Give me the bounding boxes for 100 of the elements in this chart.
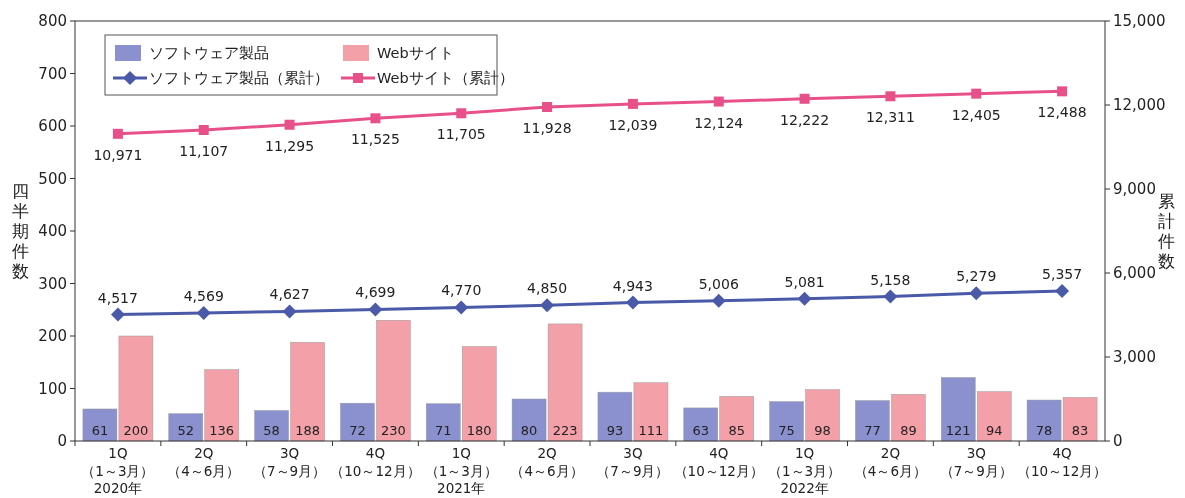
- point: [797, 291, 812, 306]
- data-label: 12,488: [1037, 104, 1087, 121]
- data-label: 52: [177, 423, 195, 438]
- legend-label: ソフトウェア製品: [149, 45, 269, 61]
- point: [627, 98, 638, 109]
- y-tick-label: 600: [38, 117, 67, 135]
- y-tick-label: 200: [38, 327, 67, 345]
- point: [885, 91, 896, 102]
- x-tick-label: 1Q （1～3月） 2022年: [767, 445, 842, 496]
- point: [625, 295, 640, 310]
- data-label: 11,705: [436, 126, 486, 143]
- x-tick-label: 4Q （10～12月）: [330, 445, 421, 479]
- data-label: 180: [466, 423, 492, 438]
- data-label: 111: [638, 423, 664, 438]
- legend-label: Webサイト: [377, 45, 454, 61]
- data-label: 98: [814, 423, 831, 438]
- data-label: 94: [985, 423, 1003, 438]
- data-label: 5,081: [784, 273, 825, 290]
- x-tick-label: 2Q （4～6月）: [853, 445, 928, 479]
- data-label: 83: [1071, 423, 1089, 438]
- x-tick-label: 3Q （7～9月）: [252, 445, 327, 479]
- data-label: 12,311: [865, 109, 915, 126]
- data-label: 63: [692, 423, 710, 438]
- point: [540, 298, 555, 313]
- data-label: 11,107: [179, 143, 229, 159]
- x-tick-label: 3Q （7～9月）: [596, 445, 670, 479]
- point: [969, 286, 984, 301]
- y-tick-label: 700: [38, 64, 67, 83]
- point: [368, 302, 383, 317]
- y2-tick-label: 0: [1113, 432, 1123, 450]
- data-label: 188: [295, 423, 320, 438]
- data-label: 4,850: [527, 280, 568, 297]
- y2-tick-label: 12,000: [1113, 96, 1166, 114]
- y2-tick-label: 6,000: [1113, 264, 1156, 282]
- data-label: 11,525: [350, 131, 400, 148]
- data-label: 5,279: [956, 268, 997, 285]
- legend-label: Webサイト（累計）: [377, 70, 514, 86]
- y-tick-label: 0: [57, 432, 67, 450]
- legend-label: ソフトウェア製品（累計）: [149, 70, 329, 86]
- y2-tick-label: 3,000: [1113, 348, 1156, 366]
- y-tick-label: 400: [38, 222, 67, 240]
- data-label: 93: [606, 423, 624, 438]
- point: [196, 306, 211, 321]
- data-label: 12,222: [780, 111, 830, 128]
- point: [284, 119, 295, 130]
- data-label: 71: [434, 423, 452, 438]
- y-tick-label: 100: [38, 379, 67, 398]
- x-tick-label: 2Q （4～6月）: [510, 445, 584, 479]
- data-label: 5,006: [698, 275, 739, 292]
- data-label: 58: [263, 423, 280, 438]
- data-label: 89: [900, 423, 917, 438]
- data-label: 4,627: [269, 286, 310, 303]
- point: [112, 128, 123, 139]
- data-label: 61: [91, 423, 109, 438]
- point: [370, 113, 381, 124]
- data-label: 5,357: [1042, 266, 1083, 282]
- point: [971, 88, 982, 99]
- data-label: 80: [520, 423, 538, 438]
- data-label: 12,405: [951, 106, 1001, 123]
- data-label: 11,295: [265, 137, 315, 154]
- data-label: 72: [349, 423, 366, 438]
- data-label: 10,971: [93, 146, 143, 163]
- data-label: 11,928: [522, 120, 572, 137]
- data-label: 4,943: [612, 277, 653, 294]
- data-label: 136: [209, 423, 235, 438]
- data-label: 77: [864, 423, 881, 438]
- data-label: 4,517: [97, 289, 138, 306]
- data-label: 5,158: [870, 271, 911, 288]
- data-label: 4,569: [183, 288, 224, 305]
- point: [713, 96, 724, 107]
- x-tick-label: 1Q （1～3月） 2020年: [81, 445, 155, 496]
- data-label: 121: [945, 423, 971, 438]
- y2-tick-label: 15,000: [1113, 12, 1166, 30]
- x-tick-label: 2Q （4～6月）: [167, 445, 241, 479]
- point: [1055, 284, 1070, 298]
- y-tick-label: 300: [38, 274, 67, 293]
- x-tick-label: 3Q （7～9月）: [939, 445, 1013, 479]
- y2-axis-title: 累計件数: [1157, 191, 1175, 271]
- point: [542, 102, 553, 113]
- data-label: 4,770: [441, 282, 482, 299]
- point: [110, 307, 125, 322]
- y-tick-label: 800: [38, 12, 67, 30]
- point: [282, 304, 297, 319]
- x-tick-label: 4Q （10～12月）: [1016, 445, 1108, 479]
- data-label: 12,039: [608, 116, 658, 133]
- y2-tick-label: 9,000: [1113, 180, 1156, 198]
- data-label: 230: [381, 423, 406, 438]
- data-label: 4,699: [355, 284, 396, 301]
- x-tick-label: 4Q （10～12月）: [673, 445, 764, 479]
- point: [1057, 86, 1068, 97]
- point: [198, 125, 209, 135]
- y-tick-label: 500: [38, 169, 67, 188]
- point: [799, 93, 810, 104]
- data-label: 12,124: [694, 114, 744, 131]
- data-label: 75: [778, 423, 795, 438]
- point: [454, 300, 469, 315]
- data-label: 200: [123, 423, 149, 438]
- y-axis-title: 四半期件数: [11, 181, 29, 281]
- point: [456, 108, 467, 119]
- point: [711, 293, 726, 308]
